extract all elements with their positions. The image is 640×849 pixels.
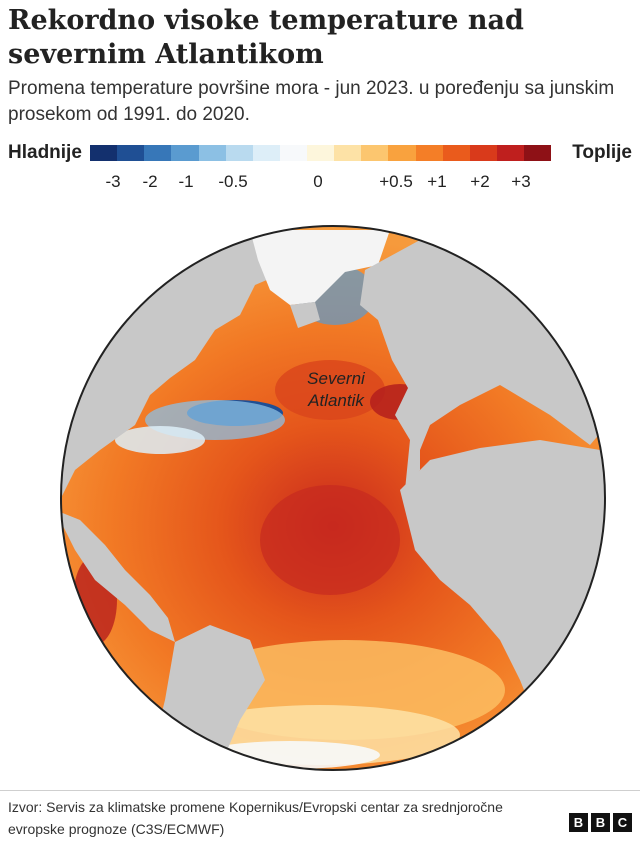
globe-outline	[60, 225, 606, 771]
warm-anomaly-north	[275, 360, 385, 420]
color-swatch	[117, 145, 145, 161]
tick-label: -0.5	[218, 172, 248, 191]
color-swatch	[388, 145, 416, 161]
color-swatch	[442, 145, 470, 161]
cold-anomaly-coast	[115, 426, 205, 454]
region-label-line2: Atlantik	[307, 391, 365, 410]
color-swatch	[171, 145, 199, 161]
tick-label: +2	[470, 172, 490, 191]
color-swatch	[334, 145, 362, 161]
color-swatch	[198, 145, 226, 161]
greenland-land	[290, 302, 320, 328]
bbc-logo: B B C	[569, 813, 632, 832]
color-swatch	[524, 145, 552, 161]
bbc-logo-letter: C	[613, 813, 632, 832]
chart-title: Rekordno visoke temperature nad severnim…	[8, 5, 524, 70]
warm-anomaly-core	[260, 485, 400, 595]
color-swatch	[496, 145, 524, 161]
color-swatch	[307, 145, 335, 161]
color-swatch	[144, 145, 172, 161]
tick-label: +0.5	[379, 172, 413, 191]
color-scale-legend: Hladnije Toplije -3 -2 -1 -0.5 0 +0.5 +1…	[8, 142, 632, 194]
bbc-logo-letter: B	[591, 813, 610, 832]
chart-subtitle: Promena temperature površine mora - jun …	[8, 78, 615, 125]
color-ramp	[90, 145, 552, 161]
color-swatch	[469, 145, 497, 161]
warm-label: Toplije	[572, 142, 632, 163]
europe-land	[360, 240, 605, 490]
tick-label: 0	[313, 172, 323, 191]
globe-svg: Severni Atlantik	[60, 225, 606, 771]
cold-label: Hladnije	[8, 142, 82, 163]
tick-label: +3	[511, 172, 531, 191]
tick-label: -2	[142, 172, 158, 191]
color-swatch	[415, 145, 443, 161]
tick-label: +1	[427, 172, 447, 191]
source-note: Izvor: Servis za klimatske promene Koper…	[8, 799, 503, 837]
color-swatch	[279, 145, 307, 161]
color-swatch	[90, 145, 118, 161]
bbc-logo-letter: B	[569, 813, 588, 832]
tick-label: -1	[178, 172, 194, 191]
region-label-line1: Severni	[307, 369, 366, 388]
central-america-land	[61, 510, 175, 642]
tick-label: -3	[105, 172, 121, 191]
footer-divider	[0, 790, 640, 791]
color-swatch	[225, 145, 253, 161]
greenland-ice	[250, 230, 390, 305]
globe-map: Severni Atlantik	[0, 210, 640, 785]
color-swatch	[361, 145, 389, 161]
color-swatch	[252, 145, 280, 161]
